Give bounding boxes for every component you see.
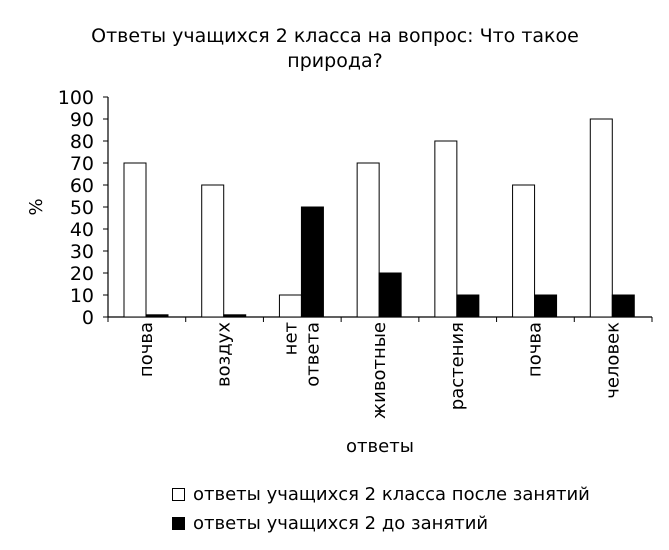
- bar-after-3: [356, 162, 380, 318]
- bar-before-5: [534, 294, 558, 318]
- x-category-label: человек: [602, 322, 623, 399]
- legend-item-before: ответы учащихся 2 до занятий: [172, 510, 590, 536]
- bar-before-6: [611, 294, 635, 318]
- bars: [123, 118, 635, 318]
- bar-before-1: [223, 314, 247, 318]
- bar-after-6: [589, 118, 613, 318]
- x-axis-label: ответы: [346, 436, 414, 457]
- legend: ответы учащихся 2 класса после занятий о…: [172, 481, 590, 536]
- x-category-label: ответа: [302, 322, 323, 387]
- bar-after-5: [512, 184, 536, 318]
- bar-after-4: [434, 140, 458, 318]
- y-tick-label: 50: [70, 197, 94, 219]
- x-category-label: животные: [369, 322, 390, 419]
- bar-after-2: [278, 294, 302, 318]
- y-axis-label: %: [26, 198, 47, 215]
- x-category-label: почва: [136, 322, 157, 377]
- chart-title-line-2: природа?: [287, 50, 383, 72]
- y-tick-label: 60: [70, 175, 94, 197]
- y-tick-label: 100: [58, 87, 94, 109]
- y-tick-label: 40: [70, 219, 94, 241]
- x-axis-categories: почва воздух нет ответа животные растения почв…: [136, 322, 623, 419]
- bar-before-4: [456, 294, 480, 318]
- x-category-label: нет: [280, 322, 301, 355]
- legend-item-after: ответы учащихся 2 класса после занятий: [172, 481, 590, 507]
- chart-title-line-1: Ответы учащихся 2 класса на вопрос: Что …: [91, 25, 579, 47]
- y-tick-label: 0: [82, 307, 94, 329]
- bar-after-1: [201, 184, 225, 318]
- y-tick-label: 90: [70, 109, 94, 131]
- y-tick-label: 20: [70, 263, 94, 285]
- legend-label-before: ответы учащихся 2 до занятий: [193, 512, 489, 534]
- legend-swatch-after: [172, 487, 185, 501]
- bar-before-3: [378, 272, 402, 318]
- y-tick-label: 80: [70, 131, 94, 153]
- x-category-label: почва: [525, 322, 546, 377]
- x-category-label: воздух: [214, 322, 235, 387]
- bar-before-2: [300, 206, 324, 318]
- y-tick-label: 30: [70, 241, 94, 263]
- bar-before-0: [145, 314, 169, 318]
- bar-after-0: [123, 162, 147, 318]
- y-tick-label: 70: [70, 153, 94, 175]
- legend-label-after: ответы учащихся 2 класса после занятий: [193, 483, 590, 505]
- chart-title: Ответы учащихся 2 класса на вопрос: Что …: [90, 24, 580, 74]
- legend-swatch-before: [172, 516, 185, 530]
- x-category-label: растения: [447, 322, 468, 410]
- y-tick-label: 10: [70, 285, 94, 307]
